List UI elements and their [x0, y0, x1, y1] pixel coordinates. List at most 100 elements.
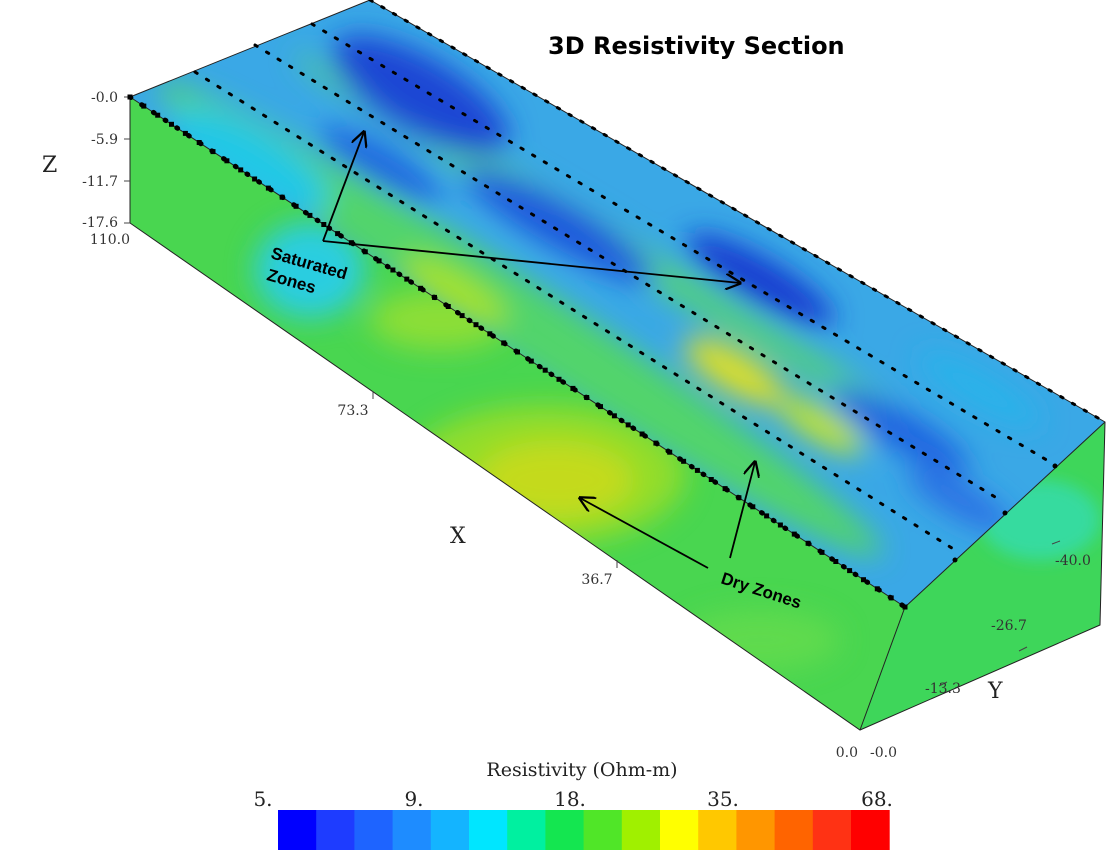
electrode-marker [874, 586, 880, 592]
electrode-marker [653, 440, 659, 446]
front-electrodes [127, 94, 908, 610]
electrode-marker [265, 185, 271, 191]
electrode-marker [750, 504, 756, 510]
legend-swatch [736, 810, 776, 850]
legend-swatch [507, 810, 546, 850]
electrode-marker [833, 559, 839, 564]
top-face [130, 0, 1105, 607]
legend-swatch [316, 810, 355, 850]
y-tick-label: -0.0 [870, 745, 897, 761]
x-tick-label: 73.3 [337, 403, 368, 419]
electrode-marker [224, 158, 230, 164]
legend-color-bar [278, 810, 890, 850]
legend-tick-label: 9. [404, 787, 423, 811]
box-edge-front-right [859, 606, 906, 731]
legend-swatch [583, 810, 623, 850]
electrode-marker [335, 231, 341, 237]
top-blue-zone-2 [464, 166, 656, 284]
electrode-marker [376, 258, 382, 264]
electrode-marker [888, 595, 894, 601]
electrode-marker [362, 249, 368, 255]
annotation-arrows [322, 132, 755, 569]
legend-labels: 5. 9. 18. 35. 68. [253, 787, 892, 811]
electrode-marker [432, 294, 437, 300]
electrode-marker [694, 467, 700, 473]
electrode-marker [722, 486, 728, 492]
y-tick-mark [1018, 646, 1028, 652]
legend-tick-label: 68. [861, 787, 893, 811]
top-blue-zone-6 [907, 466, 1013, 534]
legend-swatch [698, 810, 737, 850]
z-tick-label: -17.6 [82, 215, 118, 231]
legend-swatch [621, 810, 661, 850]
side-electrodes [952, 463, 1058, 563]
saturated-arrow-right [322, 240, 740, 283]
electrode-marker [819, 549, 825, 555]
electrode-marker [736, 495, 742, 501]
electrode-marker [639, 431, 645, 437]
legend-tick-label: 35. [707, 787, 739, 811]
electrode-marker [528, 358, 534, 364]
legend-swatch [774, 810, 814, 850]
y-tick-mark [1051, 540, 1061, 545]
electrode-marker [473, 322, 479, 328]
top-cyan-zone-1 [170, 108, 330, 212]
electrode-marker [279, 194, 285, 200]
electrode-marker [210, 149, 216, 155]
electrode-marker [501, 340, 507, 346]
electrode-line-2 [193, 70, 957, 552]
x-axis-name: X [450, 524, 466, 549]
electrode-marker [515, 349, 520, 355]
legend-swatch [851, 810, 890, 850]
electrode-marker [625, 422, 631, 428]
electrode-marker [348, 240, 354, 246]
legend-swatch [469, 810, 508, 850]
z-tick-label: -5.9 [91, 132, 118, 148]
electrode-marker [307, 212, 313, 218]
legend-swatch [660, 810, 699, 850]
electrode-marker [611, 413, 617, 419]
electrode-marker [293, 203, 299, 209]
top-yellow-zone-1 [684, 337, 786, 407]
legend-swatch [392, 810, 432, 850]
legend-swatch [430, 810, 470, 850]
electrode-marker [584, 395, 590, 400]
legend-swatch [278, 810, 317, 850]
side-electrode [1002, 510, 1008, 516]
front-cyan-zone [255, 222, 365, 318]
saturated-arrow-up [322, 132, 364, 242]
electrode-marker [847, 568, 853, 574]
legend-swatch [812, 810, 852, 850]
axis-ticks [124, 96, 1061, 687]
dry-arrow-up [729, 462, 755, 559]
electrode-marker [902, 604, 908, 610]
electrode-marker [182, 130, 188, 136]
y-tick-label: -13.3 [925, 681, 961, 697]
top-yellow-zone-2 [776, 395, 864, 455]
electrode-marker [169, 121, 174, 127]
top-cyan-zone-2 [918, 352, 1042, 428]
electrode-marker [155, 112, 161, 118]
electrode-marker [418, 285, 424, 291]
electrode-marker [764, 513, 770, 519]
top-yellow-zone-3 [402, 255, 508, 325]
top-blue-zone-1 [331, 35, 509, 155]
electrode-marker [542, 367, 548, 373]
electrode-marker [598, 404, 603, 410]
electrode-marker [141, 103, 147, 109]
electrode-marker [777, 522, 783, 528]
top-green-band-front [158, 83, 882, 557]
electrode-marker [321, 222, 327, 227]
dry-arrow-left [580, 498, 709, 569]
electrode-marker [390, 267, 396, 273]
y-tick-mark [938, 681, 948, 687]
z-tick-label: -0.0 [91, 90, 118, 106]
y-tick-label: -26.7 [991, 618, 1027, 634]
top-blue-zone-3 [685, 233, 835, 327]
legend-tick-label: 5. [253, 787, 272, 811]
legend-swatch [354, 810, 394, 850]
z-axis-name: Z [42, 153, 57, 178]
electrode-marker [238, 167, 244, 173]
electrode-marker [445, 304, 451, 309]
